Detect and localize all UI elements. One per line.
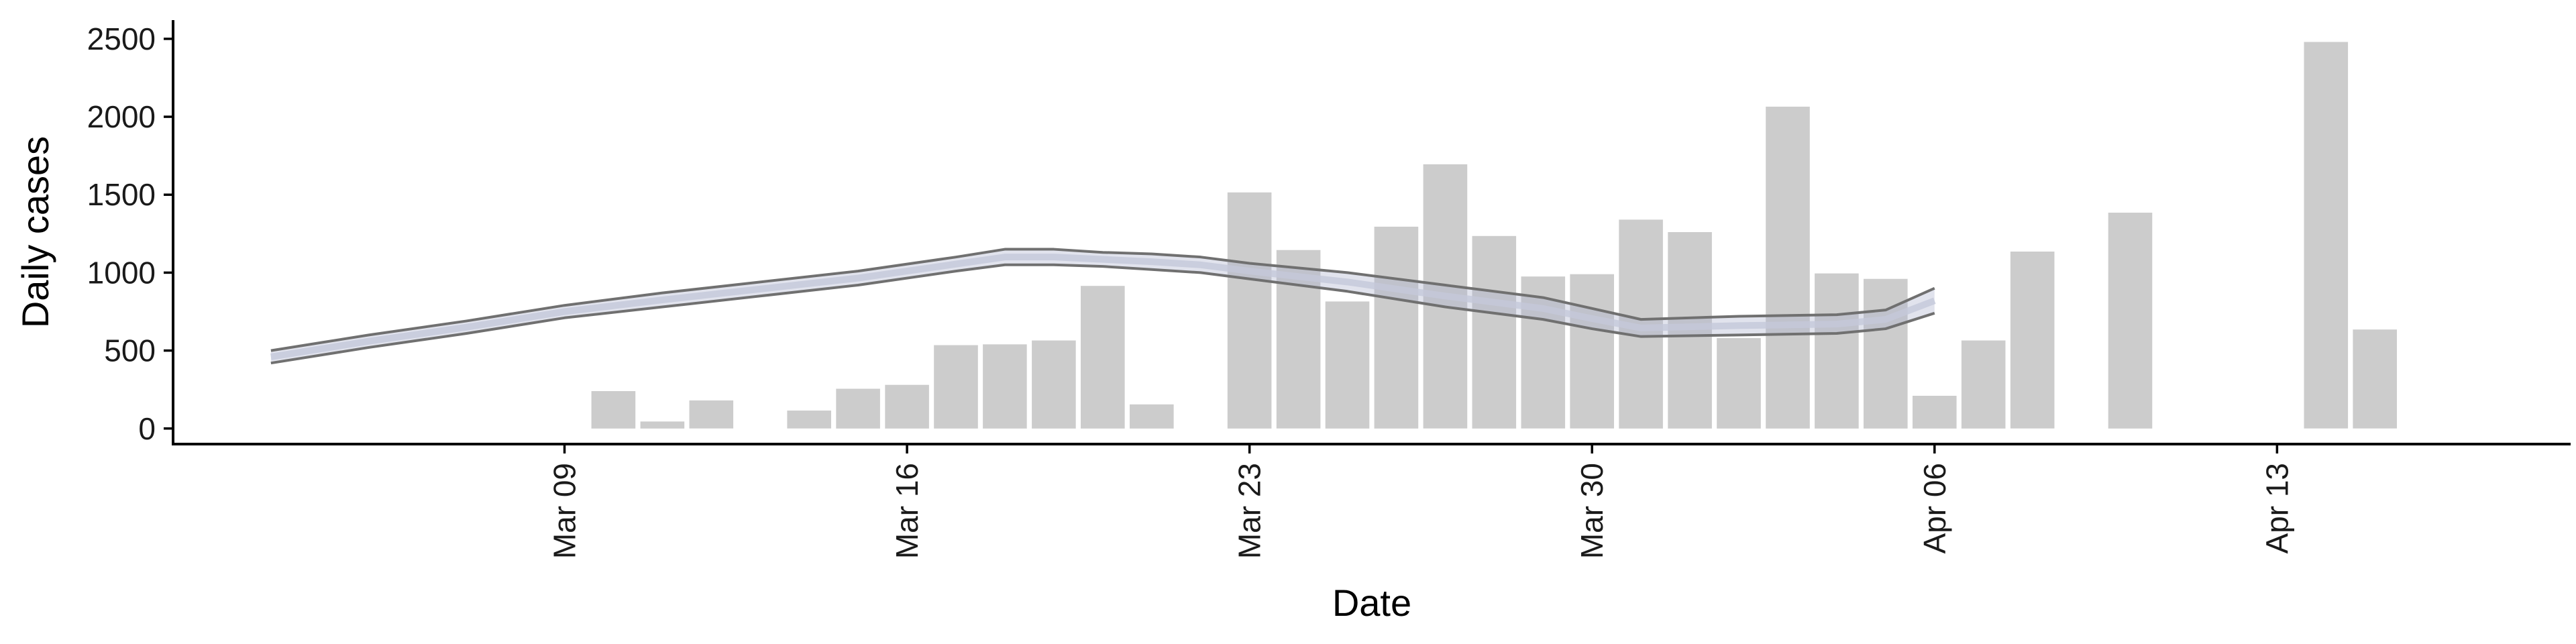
- axes: [172, 20, 2571, 445]
- bar-2021-04-15: [2353, 329, 2397, 429]
- x-tick-label: Apr 13: [2259, 463, 2294, 554]
- y-tick-label: 0: [138, 411, 156, 446]
- bar-2021-04-07: [1961, 340, 2006, 429]
- bar-2021-03-18: [983, 344, 1027, 429]
- bar-2021-03-23: [1227, 192, 1272, 429]
- x-tick-label: Apr 06: [1917, 463, 1952, 554]
- bar-2021-04-03: [1766, 107, 1810, 429]
- bar-2021-03-17: [934, 345, 978, 429]
- y-axis-title: Daily cases: [14, 136, 56, 328]
- bar-2021-03-11: [640, 421, 685, 429]
- x-ticks: Mar 09 Mar 16 Mar 23 Mar 30 Apr 06 Apr 13: [547, 444, 2294, 559]
- bar-2021-04-02: [1717, 338, 1761, 429]
- y-ticks: 0 500 1000 1500 2000 2500: [87, 21, 173, 446]
- x-axis-title: Date: [1332, 582, 1411, 624]
- bar-2021-04-14: [2304, 42, 2349, 429]
- bar-2021-03-21: [1130, 404, 1174, 429]
- bar-2021-04-06: [1913, 396, 1957, 429]
- bar-2021-03-26: [1374, 226, 1419, 429]
- bar-2021-03-14: [787, 411, 831, 429]
- bar-2021-03-15: [836, 388, 880, 429]
- y-tick-label: 500: [104, 333, 156, 368]
- x-tick-label: Mar 23: [1232, 463, 1267, 559]
- bar-2021-04-08: [2010, 252, 2055, 429]
- bar-2021-04-04: [1815, 273, 1859, 429]
- y-tick-label: 1500: [87, 177, 156, 212]
- bar-2021-03-16: [885, 384, 929, 429]
- x-tick-label: Mar 16: [890, 463, 924, 559]
- bar-2021-03-10: [591, 391, 636, 429]
- smoothed-trend-ribbon: [270, 248, 1936, 365]
- y-tick-label: 1000: [87, 255, 156, 290]
- bar-2021-03-28: [1472, 235, 1517, 429]
- x-tick-label: Mar 09: [547, 463, 582, 559]
- trend-center-band: [270, 254, 1936, 360]
- bar-2021-03-30: [1570, 274, 1614, 429]
- bar-2021-03-19: [1032, 340, 1076, 429]
- y-tick-label: 2500: [87, 21, 156, 56]
- y-tick-label: 2000: [87, 99, 156, 134]
- trend-lower-line: [270, 263, 1935, 365]
- trend-upper-line: [270, 248, 1935, 352]
- bars-layer: [591, 42, 2397, 429]
- bar-2021-04-05: [1864, 278, 1908, 429]
- bar-2021-03-20: [1081, 286, 1125, 429]
- bar-2021-03-25: [1325, 301, 1370, 429]
- bar-2021-04-10: [2108, 213, 2153, 429]
- x-tick-label: Mar 30: [1574, 463, 1609, 559]
- bar-2021-03-12: [689, 400, 734, 429]
